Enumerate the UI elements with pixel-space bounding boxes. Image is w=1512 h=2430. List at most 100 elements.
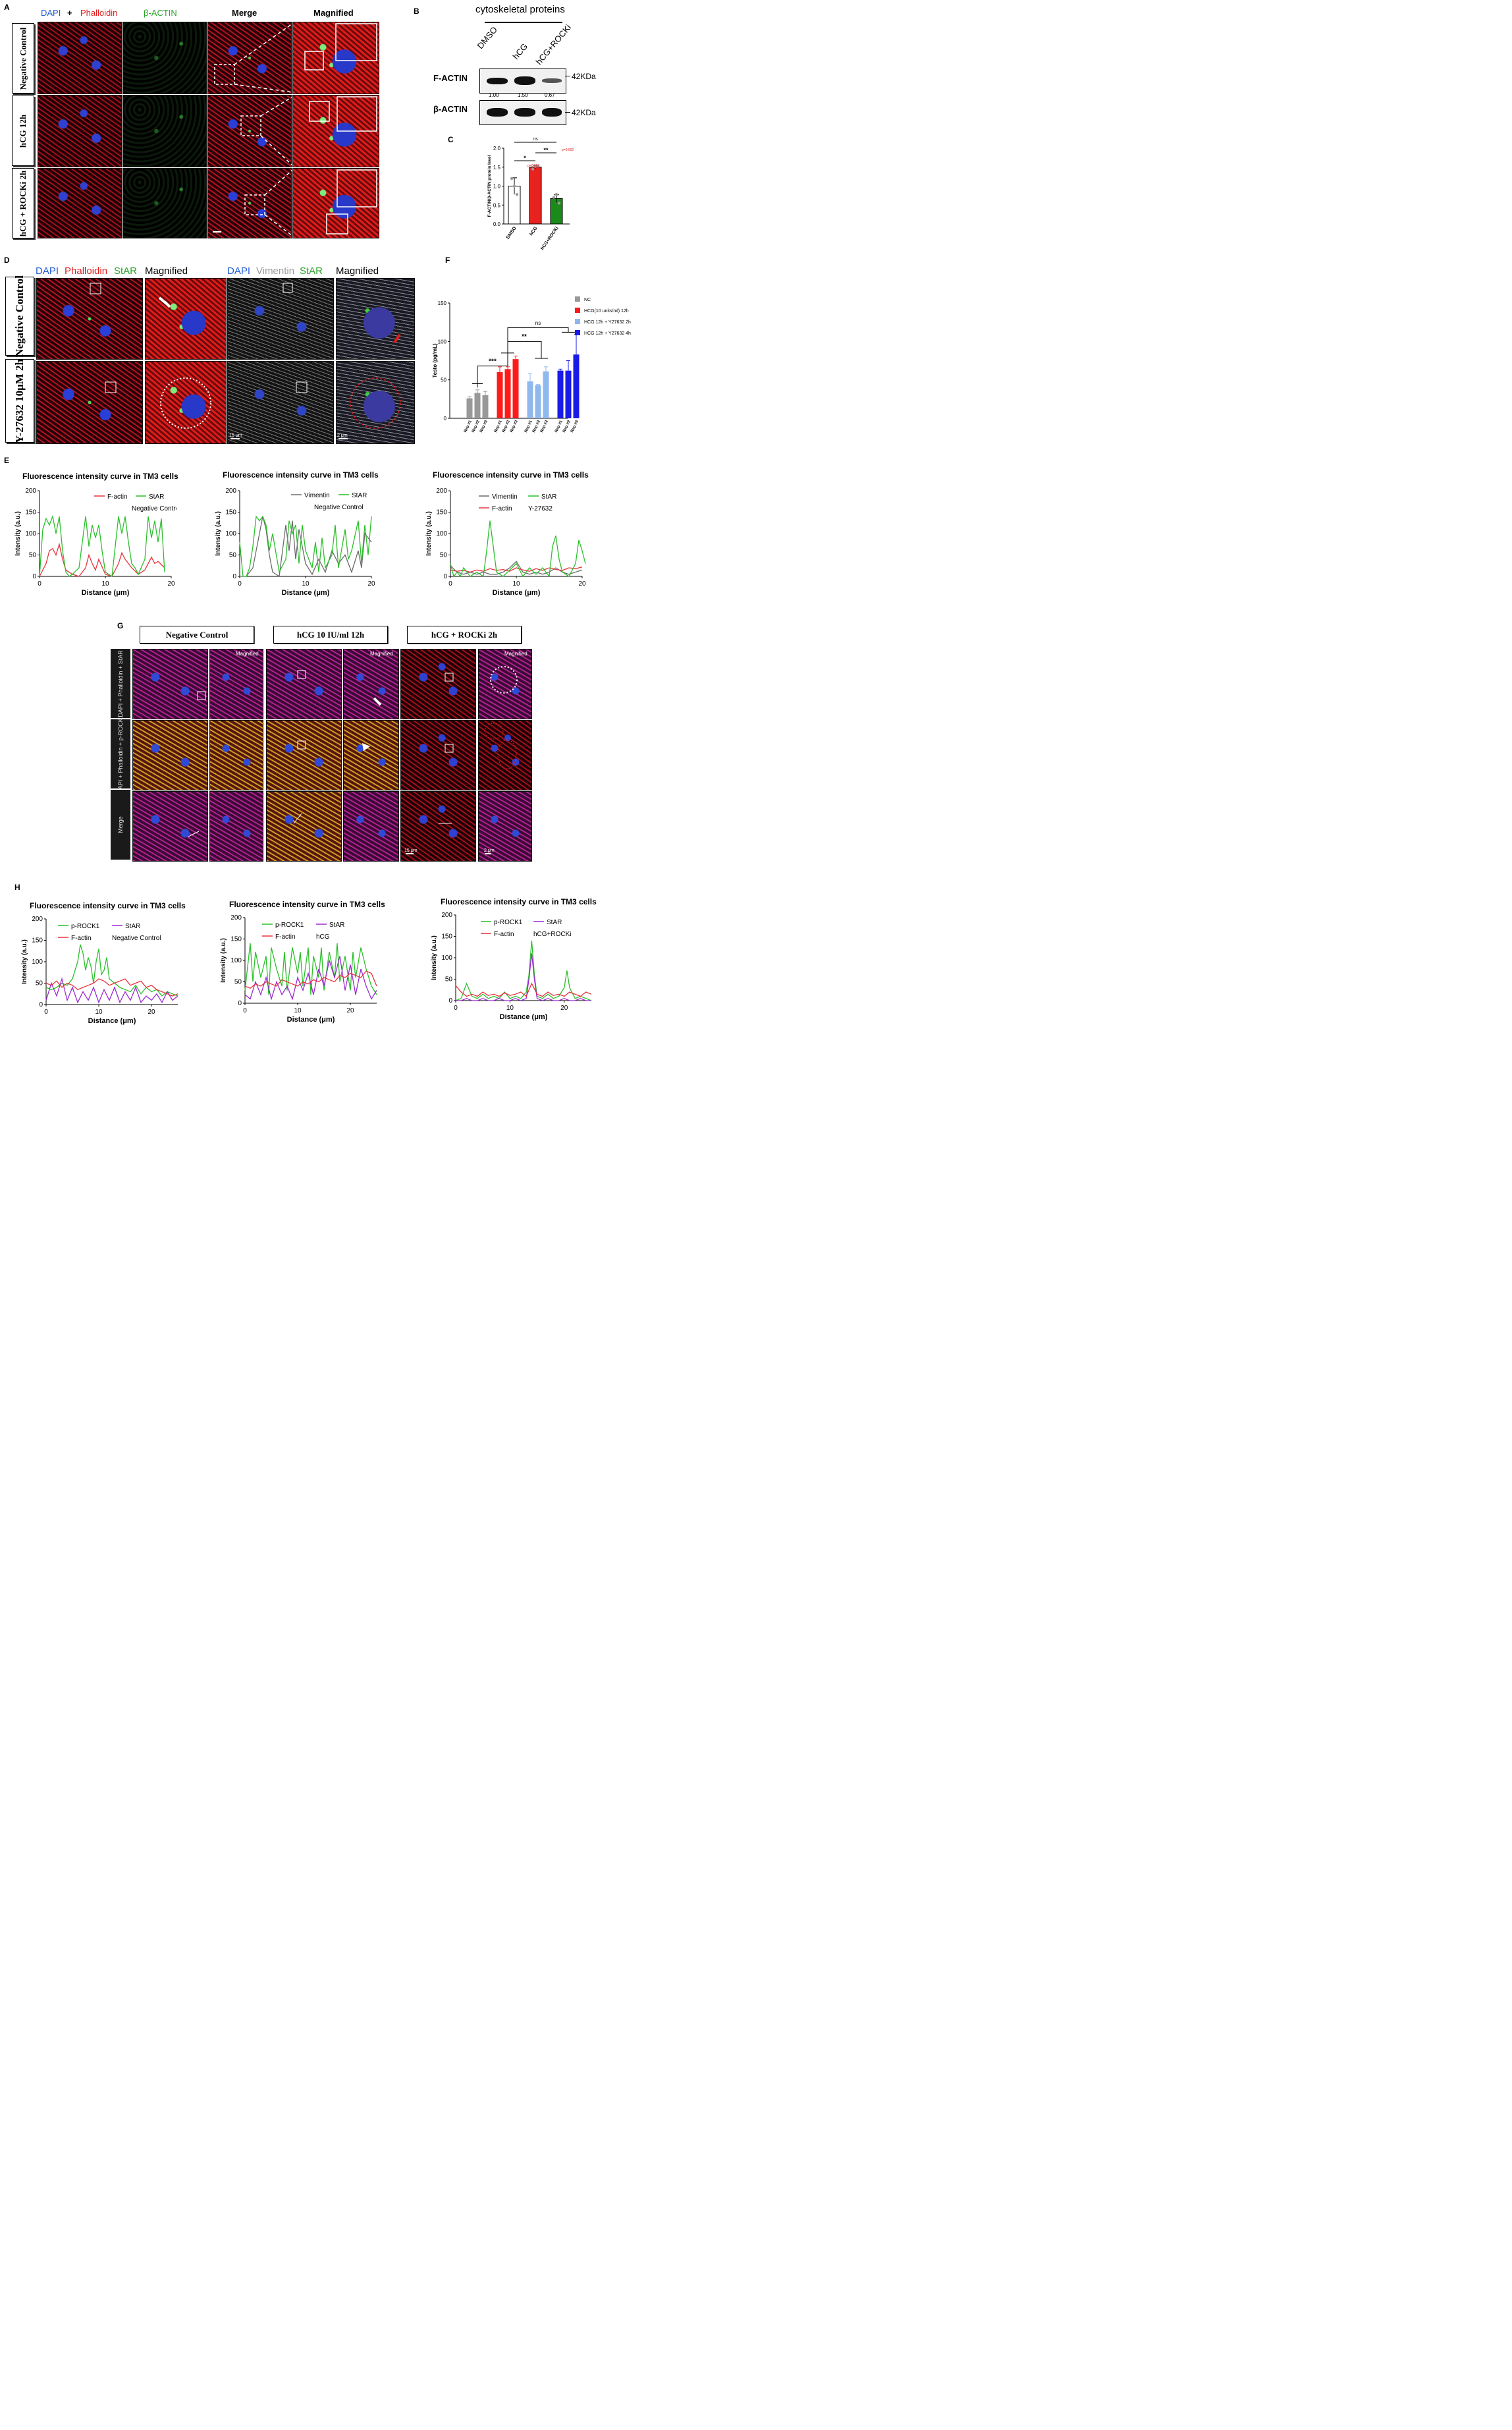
x-tick-label: 0	[44, 1008, 48, 1016]
x-tick-label: hCG	[529, 226, 539, 237]
bar-2-2	[543, 371, 549, 418]
y-tick-label: 50	[445, 976, 453, 983]
micrograph-g-rocki-merge	[400, 791, 476, 862]
y-tick-label: 2.0	[493, 146, 501, 152]
y-tick-label: 100	[25, 530, 36, 538]
legend-label: p-ROCK1	[275, 922, 304, 929]
micrograph-a-nc-beta-actin	[122, 22, 207, 94]
legend-swatch-0	[575, 296, 580, 302]
y-axis-label: Intensity (a.u.)	[215, 511, 222, 556]
x-tick-label: 0	[38, 580, 41, 588]
y-tick-label: 150	[436, 509, 447, 516]
d-header-phalloidin: Phalloidin	[65, 265, 108, 277]
y-tick-label: 0	[238, 1000, 242, 1007]
quant-dmso: 1.00	[489, 92, 499, 98]
legend-label: F-actin	[492, 505, 512, 512]
y-tick-label: 200	[25, 487, 36, 495]
legend-label: StAR	[352, 492, 367, 499]
y-axis-label: Testo (pg/mL)	[432, 343, 438, 378]
legend-label-3: HCG 12h + Y27632 4h	[584, 331, 631, 336]
d-header-dapi-2: DAPI	[227, 265, 251, 277]
x-tick-label: 10	[506, 1005, 514, 1012]
g-magnified-1: Magnified	[236, 651, 259, 657]
g-row-label-merge: Merge	[111, 790, 130, 860]
y-tick-label: 50	[29, 552, 37, 559]
channel-label-merge: Merge	[232, 8, 257, 18]
channel-label-phalloidin: Phalloidin	[80, 8, 118, 18]
micrograph-a-hcg-merge	[207, 95, 292, 167]
series-line-f-actin	[45, 978, 178, 997]
micrograph-g-hcg-merge	[266, 791, 342, 862]
series-line-star	[450, 520, 586, 578]
series-line-f-actin	[39, 542, 165, 577]
g-col-negative-control: Negative Control	[140, 626, 254, 644]
sig-label-2: **	[522, 333, 527, 341]
legend-swatch-1	[575, 308, 580, 313]
x-tick-label: 20	[346, 1007, 354, 1014]
y-tick-label: 100	[441, 954, 452, 962]
channel-label-magnified: Magnified	[313, 8, 354, 18]
g-scale-15um: 15 μm	[404, 848, 418, 853]
y-tick-label: 100	[32, 958, 43, 966]
micrograph-d-nc-vimentin	[227, 278, 334, 360]
legend-label: p-ROCK1	[494, 919, 523, 926]
series-line-star	[239, 515, 372, 577]
d-header-dapi: DAPI	[36, 265, 59, 277]
y-tick-label: 150	[438, 300, 447, 306]
x-tick-label: Rep #3	[510, 420, 519, 433]
y-tick-label: 50	[229, 552, 237, 559]
legend-label: F-actin	[275, 933, 296, 941]
data-point	[533, 165, 537, 168]
x-tick-label: 10	[294, 1007, 302, 1014]
bar-1-0	[497, 372, 503, 418]
bar-2-0	[527, 381, 533, 418]
bar-0-2	[482, 395, 489, 418]
y-axis-label: F-ACTIN/β-ACTIN protein level	[487, 155, 492, 217]
y-tick-label: 100	[230, 957, 242, 964]
bar-3-0	[557, 370, 564, 418]
series-line-p-rock1	[45, 944, 178, 997]
data-point	[554, 192, 558, 196]
panel-label-f: F	[445, 256, 450, 265]
bracket-1	[477, 352, 508, 384]
e2-title: Fluorescence intensity curve in TM3 cell…	[223, 470, 379, 480]
micrograph-a-rocki-merge	[207, 168, 292, 238]
micrograph-g-rocki-prock1	[400, 720, 476, 790]
chart-h3: 0 50 100 150 200 0 10 20 Distance (μm) Intensity …	[431, 912, 592, 1021]
panel-label-c: C	[448, 135, 454, 144]
legend-label: StAR	[329, 922, 344, 929]
micrograph-a-nc-merge	[207, 22, 292, 94]
h3-title: Fluorescence intensity curve in TM3 cell…	[441, 897, 597, 906]
micrograph-g-hcg-prock1-mag	[343, 720, 399, 790]
band-label-beta-actin: β-ACTIN	[433, 104, 468, 114]
x-tick-label: Rep #3	[479, 420, 489, 433]
g-magnified-3: Magnified	[504, 651, 527, 657]
x-axis-label: Distance (μm)	[282, 589, 330, 597]
x-tick-label: 10	[512, 580, 520, 588]
g-col-hcg: hCG 10 IU/ml 12h	[273, 626, 388, 644]
micrograph-g-rocki-star	[400, 649, 476, 719]
channel-label-plus: +	[67, 8, 72, 18]
data-point	[512, 184, 516, 188]
x-tick-label: 0	[243, 1007, 247, 1014]
x-tick-label: 0	[448, 580, 452, 588]
bar-1-1	[504, 369, 511, 418]
series-line-f-actin	[455, 982, 592, 997]
micrograph-d-nc-magnified-2	[336, 278, 415, 360]
band-size-2: 42KDa	[572, 108, 596, 117]
bar-0-1	[474, 393, 481, 418]
legend-note: Negative Control	[132, 505, 176, 512]
y-tick-label: 200	[441, 912, 452, 919]
band-f-actin-rocki	[542, 78, 562, 83]
d-scale-2um: 2 μm	[337, 433, 348, 438]
channel-label-dapi: DAPI	[41, 8, 61, 18]
series-line-vimentin	[450, 561, 583, 575]
band-beta-actin-hcg	[514, 108, 535, 117]
row-label-hcg-rocki-2h: hCG + ROCKi 2h	[12, 168, 34, 238]
band-beta-actin-dmso	[487, 108, 508, 117]
blot-title-underline	[485, 22, 562, 23]
row-label-hcg-12h: hCG 12h	[12, 96, 34, 166]
y-tick-label: 0	[448, 997, 452, 1005]
y-tick-label: 200	[32, 916, 43, 923]
